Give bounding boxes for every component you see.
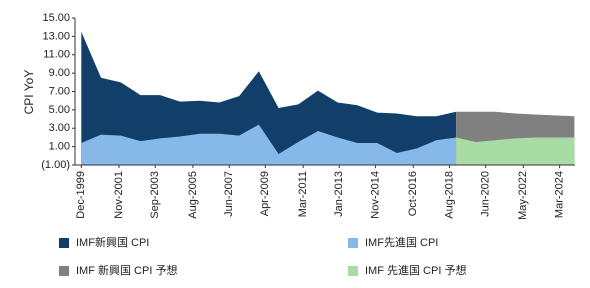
y-tick-label: 9.00 <box>49 67 70 79</box>
y-tick-label: 7.00 <box>49 85 70 97</box>
area <box>456 137 575 165</box>
legend-label: IMF新興国 CPI <box>76 235 149 249</box>
y-axis-label: CPI YoY <box>22 70 36 115</box>
y-tick-label: 5.00 <box>49 104 70 116</box>
legend-swatch <box>59 266 69 276</box>
legend-swatch <box>348 266 358 276</box>
legend-label: IMF 先進国 CPI 予想 <box>365 263 466 277</box>
y-tick-label: (1.00) <box>41 159 70 171</box>
y-tick-label: 3.00 <box>49 122 70 134</box>
x-tick-label: Sep-2003 <box>149 171 161 219</box>
y-tick-label: 13.00 <box>42 30 70 42</box>
x-tick-label: Aug-2018 <box>443 171 455 219</box>
x-tick-label: Jan-2013 <box>333 171 345 217</box>
y-tick-label: 11.00 <box>43 49 70 61</box>
x-tick-label: Oct-2016 <box>407 171 419 216</box>
legend-label: IMF先進国 CPI <box>365 236 438 249</box>
x-tick-label: Apr-2009 <box>259 171 271 216</box>
x-tick-label: Dec-1999 <box>75 171 87 219</box>
x-tick-label: May-2022 <box>517 171 529 220</box>
legend-swatch <box>59 238 69 248</box>
x-tick-label: Jun-2007 <box>223 171 235 217</box>
x-tick-label: Aug-2005 <box>187 171 199 219</box>
x-tick-label: Nov-2001 <box>113 171 125 219</box>
x-tick-label: Mar-2011 <box>297 171 309 217</box>
x-tick-label: Mar-2024 <box>554 171 566 218</box>
legend-swatch <box>348 238 358 248</box>
y-tick-label: 15.00 <box>42 12 70 24</box>
y-tick-label: 1.00 <box>49 141 70 153</box>
x-tick-label: Nov-2014 <box>369 171 381 219</box>
area <box>81 31 457 165</box>
area <box>81 124 457 165</box>
x-tick-label: Jun-2020 <box>480 171 492 217</box>
legend-label: IMF 新興国 CPI 予想 <box>76 263 177 277</box>
